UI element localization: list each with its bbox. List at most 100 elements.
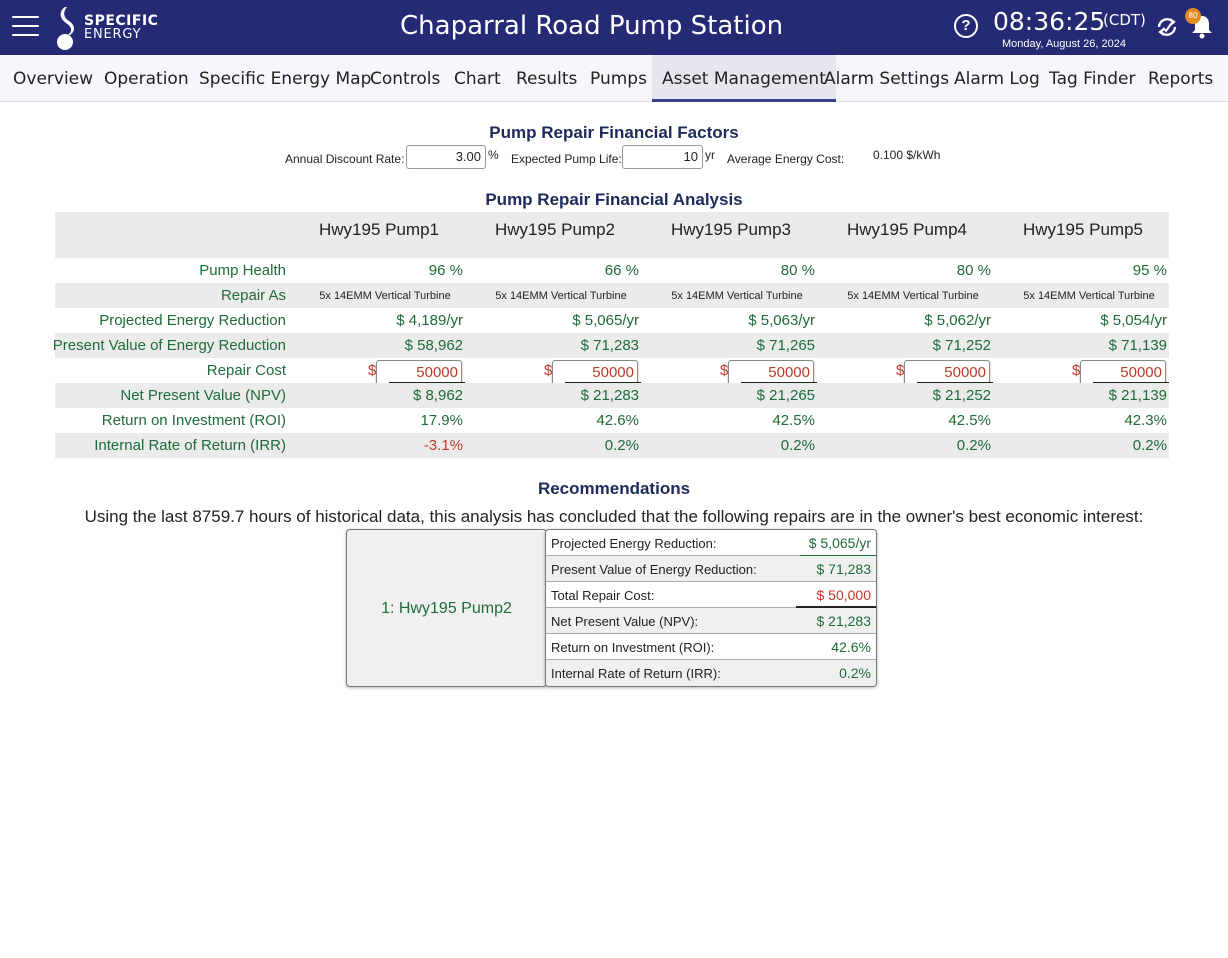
npv-value: $ 21,265 bbox=[756, 387, 815, 404]
row-label: Net Present Value (NPV) bbox=[120, 387, 286, 404]
pv-energy-value: $ 71,265 bbox=[756, 337, 815, 354]
row-label: Present Value of Energy Reduction bbox=[52, 337, 286, 354]
currency-symbol: $ bbox=[544, 362, 553, 379]
discount-rate-label: Annual Discount Rate: bbox=[285, 152, 405, 166]
logo-line1: SPECIFIC bbox=[84, 13, 159, 29]
energy-reduction-value: $ 5,063/yr bbox=[748, 312, 815, 329]
currency-symbol: $ bbox=[720, 362, 729, 379]
row-npv: Net Present Value (NPV) $ 8,962 $ 21,283… bbox=[55, 383, 1169, 408]
repair-cost-input[interactable]: 50000 bbox=[376, 360, 465, 386]
tab-overview[interactable]: Overview bbox=[13, 69, 94, 89]
tab-specific-energy-map[interactable]: Specific Energy Map bbox=[199, 69, 372, 89]
currency-symbol: $ bbox=[896, 362, 905, 379]
tab-tag-finder[interactable]: Tag Finder bbox=[1049, 69, 1136, 89]
irr-value: 0.2% bbox=[604, 437, 639, 454]
factors-title: Pump Repair Financial Factors bbox=[489, 123, 739, 142]
detail-row: Net Present Value (NPV): $ 21,283 bbox=[546, 608, 876, 634]
recommendations-text: Using the last 8759.7 hours of historica… bbox=[84, 507, 1144, 526]
tab-operation[interactable]: Operation bbox=[104, 69, 189, 89]
discount-rate-unit: % bbox=[488, 148, 499, 162]
row-pv-energy: Present Value of Energy Reduction $ 58,9… bbox=[52, 333, 1169, 358]
pump-life-unit: yr bbox=[705, 148, 715, 162]
repair-as-value[interactable]: 5x 14EMM Vertical Turbine bbox=[847, 290, 979, 302]
recommendations-title: Recommendations bbox=[537, 479, 691, 498]
repair-as-value[interactable]: 5x 14EMM Vertical Turbine bbox=[1023, 290, 1155, 302]
energy-reduction-value: $ 5,054/yr bbox=[1100, 312, 1167, 329]
menu-icon[interactable] bbox=[12, 16, 39, 38]
roi-value: 42.6% bbox=[596, 412, 639, 429]
row-roi: Return on Investment (ROI) 17.9% 42.6% 4… bbox=[55, 408, 1169, 433]
clock-date: Monday, August 26, 2024 bbox=[1002, 38, 1126, 50]
row-label: Repair Cost bbox=[206, 362, 286, 379]
nav-tabs: Overview Operation Specific Energy Map C… bbox=[0, 55, 1228, 102]
sync-icon[interactable] bbox=[1154, 14, 1180, 40]
detail-value: $ 71,283 bbox=[816, 561, 872, 577]
analysis-header-row: Hwy195 Pump1 Hwy195 Pump2 Hwy195 Pump3 H… bbox=[55, 212, 1169, 258]
detail-label: Present Value of Energy Reduction: bbox=[551, 562, 757, 577]
tab-pumps[interactable]: Pumps bbox=[590, 69, 647, 89]
detail-value: $ 5,065/yr bbox=[808, 535, 871, 551]
row-energy-reduction: Projected Energy Reduction $ 4,189/yr $ … bbox=[55, 308, 1169, 333]
detail-label: Projected Energy Reduction: bbox=[551, 536, 717, 551]
factors-row: Annual Discount Rate: 3.00 % Expected Pu… bbox=[0, 145, 1228, 171]
detail-row: Present Value of Energy Reduction: $ 71,… bbox=[546, 556, 876, 582]
energy-cost-value: 0.100 $/kWh bbox=[873, 148, 941, 162]
row-repair-cost: Repair Cost $ 50000 $ 50000 $ 50000 $ 50… bbox=[55, 358, 1169, 386]
irr-value: -3.1% bbox=[423, 437, 463, 454]
tab-alarm-log[interactable]: Alarm Log bbox=[954, 69, 1040, 89]
tab-reports[interactable]: Reports bbox=[1148, 69, 1214, 89]
npv-value: $ 8,962 bbox=[412, 387, 463, 404]
tab-alarm-settings[interactable]: Alarm Settings bbox=[824, 69, 950, 89]
row-label: Repair As bbox=[220, 287, 286, 304]
recommendation-card[interactable]: 1: Hwy195 Pump2 bbox=[346, 529, 547, 687]
roi-value: 17.9% bbox=[420, 412, 463, 429]
pv-energy-value: $ 71,139 bbox=[1108, 337, 1167, 354]
repair-as-value[interactable]: 5x 14EMM Vertical Turbine bbox=[495, 290, 627, 302]
tab-chart[interactable]: Chart bbox=[454, 69, 501, 89]
analysis-table: Hwy195 Pump1 Hwy195 Pump2 Hwy195 Pump3 H… bbox=[52, 212, 1169, 458]
detail-value: 0.2% bbox=[839, 665, 871, 681]
repair-cost-input[interactable]: 50000 bbox=[1080, 360, 1169, 386]
logo-line2: ENERGY bbox=[84, 27, 142, 42]
tab-results[interactable]: Results bbox=[516, 69, 578, 89]
help-icon[interactable]: ? bbox=[954, 14, 978, 38]
energy-reduction-value: $ 5,062/yr bbox=[924, 312, 991, 329]
health-value: 96 % bbox=[428, 262, 463, 279]
roi-value: 42.3% bbox=[1124, 412, 1167, 429]
clock-time: 08:36:25 bbox=[993, 7, 1106, 36]
detail-value: $ 21,283 bbox=[816, 613, 872, 629]
pump-name-header: Hwy195 Pump4 bbox=[847, 220, 968, 239]
detail-row: Projected Energy Reduction: $ 5,065/yr bbox=[546, 530, 876, 556]
recommendation-pump-name: 1: Hwy195 Pump2 bbox=[381, 600, 512, 617]
irr-value: 0.2% bbox=[956, 437, 991, 454]
detail-value: $ 50,000 bbox=[816, 587, 872, 603]
npv-value: $ 21,252 bbox=[932, 387, 991, 404]
repair-as-value[interactable]: 5x 14EMM Vertical Turbine bbox=[671, 290, 803, 302]
pv-energy-value: $ 71,283 bbox=[580, 337, 639, 354]
recommendation-details: Projected Energy Reduction: $ 5,065/yr P… bbox=[545, 529, 877, 687]
tab-asset-management[interactable]: Asset Management bbox=[652, 55, 836, 102]
tab-controls[interactable]: Controls bbox=[370, 69, 441, 89]
detail-label: Total Repair Cost: bbox=[551, 588, 655, 603]
logo: SPECIFIC ENERGY bbox=[56, 5, 176, 51]
row-pump-health: Pump Health 96 % 66 % 80 % 80 % 95 % bbox=[55, 258, 1169, 283]
pv-energy-value: $ 71,252 bbox=[932, 337, 991, 354]
energy-reduction-value: $ 4,189/yr bbox=[396, 312, 463, 329]
detail-label: Return on Investment (ROI): bbox=[551, 640, 715, 655]
health-value: 80 % bbox=[956, 262, 991, 279]
repair-cost-input[interactable]: 50000 bbox=[904, 360, 993, 386]
pump-life-label: Expected Pump Life: bbox=[511, 152, 622, 166]
currency-symbol: $ bbox=[1072, 362, 1081, 379]
repair-as-value[interactable]: 5x 14EMM Vertical Turbine bbox=[319, 290, 451, 302]
roi-value: 42.5% bbox=[948, 412, 991, 429]
row-label: Pump Health bbox=[199, 262, 286, 279]
clock-timezone: (CDT) bbox=[1103, 11, 1146, 29]
pv-energy-value: $ 58,962 bbox=[404, 337, 463, 354]
energy-reduction-value: $ 5,065/yr bbox=[572, 312, 639, 329]
detail-value: 42.6% bbox=[831, 639, 871, 655]
npv-value: $ 21,283 bbox=[580, 387, 639, 404]
page-title: Chaparral Road Pump Station bbox=[400, 11, 784, 41]
pump-life-input[interactable]: 10 bbox=[622, 145, 703, 169]
irr-value: 0.2% bbox=[780, 437, 815, 454]
discount-rate-input[interactable]: 3.00 bbox=[406, 145, 486, 169]
